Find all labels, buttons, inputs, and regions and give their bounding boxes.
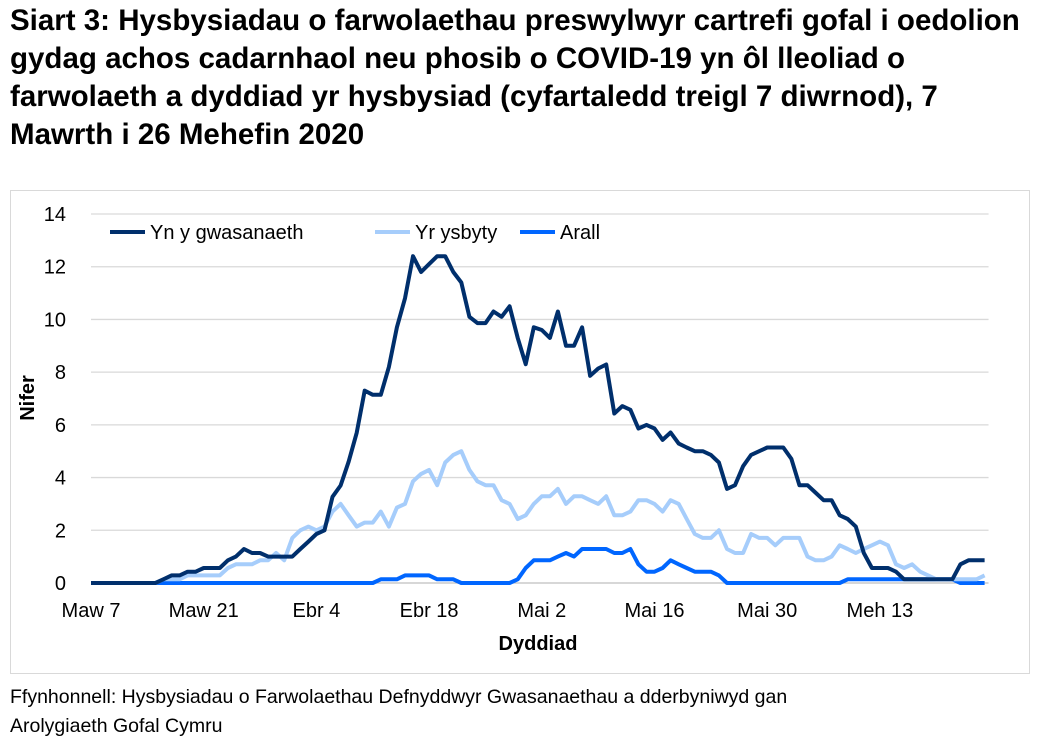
y-tick-labels: 0 2 4 6 8 10 12 14 xyxy=(44,204,66,595)
chart-frame xyxy=(10,190,1030,674)
y-axis-title: Nifer xyxy=(17,375,39,421)
y-tick-label: 2 xyxy=(55,520,66,542)
y-tick-label: 10 xyxy=(44,309,66,331)
gridlines xyxy=(91,213,989,584)
legend: Yn y gwasanaeth Yr ysbyty Arall xyxy=(110,222,600,244)
y-tick-label: 14 xyxy=(44,204,66,226)
series-line xyxy=(91,547,985,585)
series-lines xyxy=(91,254,986,585)
legend-label: Arall xyxy=(560,222,600,244)
series-line xyxy=(91,254,985,585)
x-tick-label: Maw 7 xyxy=(62,600,121,622)
legend-label: Yn y gwasanaeth xyxy=(150,222,303,244)
y-tick-label: 12 xyxy=(44,257,66,279)
x-tick-labels: Maw 7 Maw 21 Ebr 4 Ebr 18 Mai 2 Mai 16 Mai 30 M… xyxy=(62,600,914,622)
y-tick-label: 0 xyxy=(55,573,66,595)
source-note-line-1: Ffynhonnell: Hysbysiadau o Farwolaethau … xyxy=(10,686,788,708)
x-tick-label: Mai 30 xyxy=(737,600,797,622)
y-tick-label: 6 xyxy=(55,415,66,437)
y-tick-label: 4 xyxy=(55,468,66,490)
x-tick-label: Mai 16 xyxy=(624,600,684,622)
legend-label: Yr ysbyty xyxy=(415,222,497,244)
x-tick-label: Meh 13 xyxy=(847,600,914,622)
chart-title: Siart 3: Hysbysiadau o farwolaethau pres… xyxy=(10,4,1020,151)
x-tick-label: Maw 21 xyxy=(169,600,239,622)
x-tick-label: Ebr 18 xyxy=(400,600,459,622)
source-note-line-2: Arolygiaeth Gofal Cymru xyxy=(10,715,223,737)
x-tick-label: Ebr 4 xyxy=(292,600,340,622)
x-tick-label: Mai 2 xyxy=(517,600,566,622)
series-line xyxy=(91,449,986,585)
x-axis-title: Dyddiad xyxy=(499,633,578,655)
y-tick-label: 8 xyxy=(55,362,66,384)
